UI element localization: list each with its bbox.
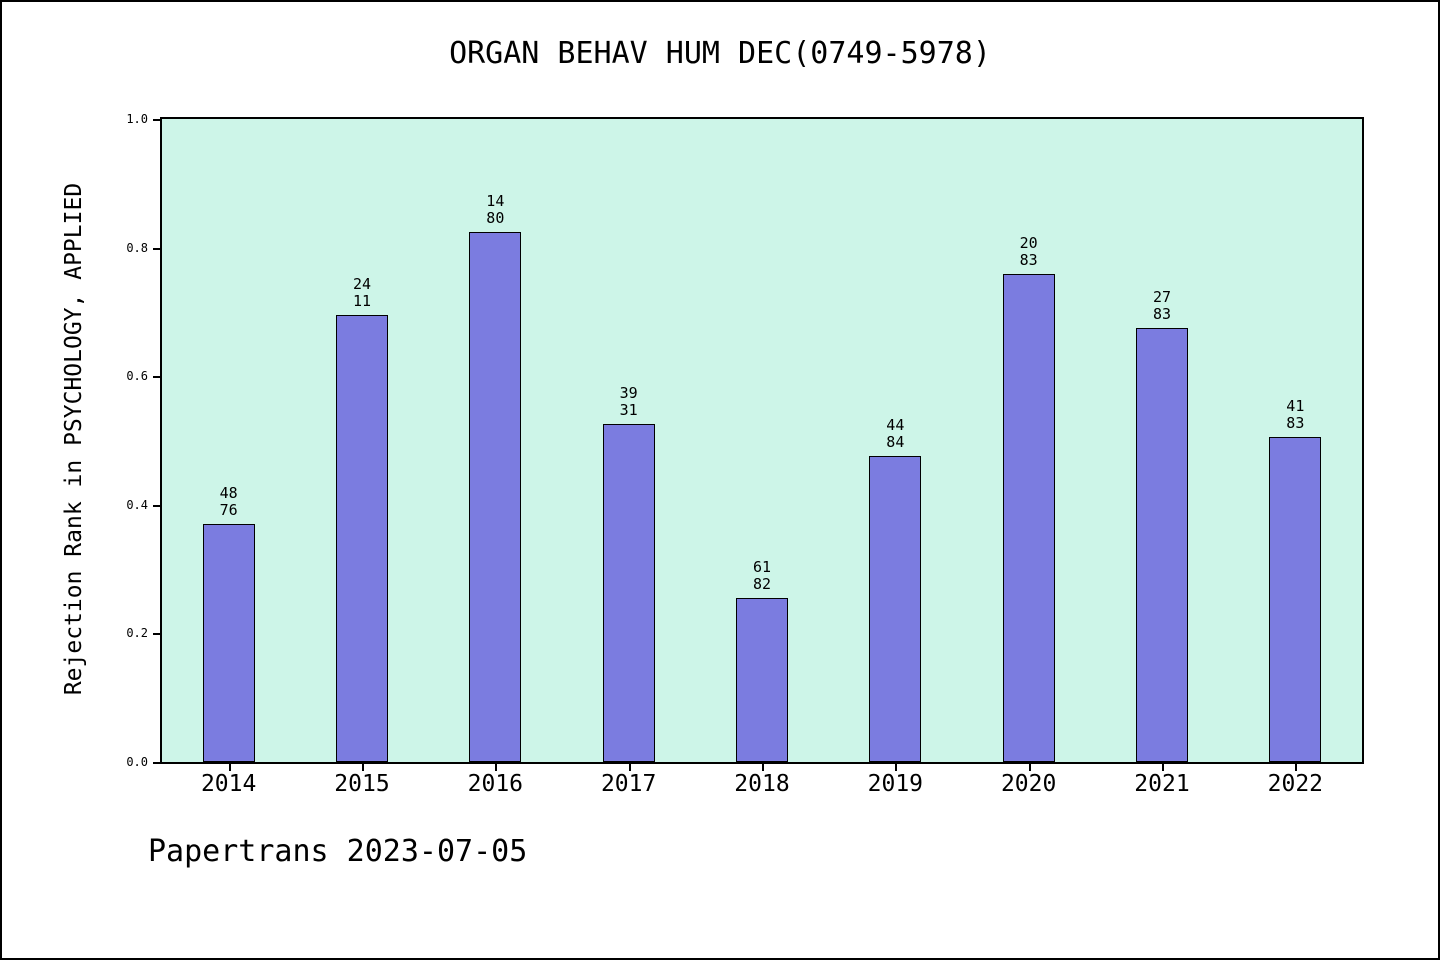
y-tick [153,633,162,636]
bar-value-label: 44 84 [886,416,905,451]
x-tick-label: 2014 [200,771,257,797]
x-tick-label: 2017 [600,771,657,797]
x-tick [362,762,364,771]
x-tick-label: 2019 [867,771,924,797]
y-axis-label-wrap: Rejection Rank in PSYCHOLOGY, APPLIED [50,117,98,760]
x-tick [628,762,631,771]
bar [736,598,788,762]
x-tick-label: 2015 [334,771,390,797]
y-tick-label: 0.6 [126,369,148,384]
bar [469,232,522,762]
y-tick-label: 0.2 [126,626,148,641]
bar [602,424,655,762]
bar-value-label: 20 83 [1019,234,1038,269]
x-tick [228,762,231,771]
x-tick-label: 2020 [1000,771,1057,797]
y-tick [153,376,162,379]
plot-area: 48 76 2014 24 11 2015 14 80 2016 39 31 2017 61 82 2018… [126,112,1364,797]
bar [336,315,388,762]
x-tick [1028,762,1031,771]
y-tick [153,247,162,250]
bar [202,524,255,762]
x-tick [1295,762,1298,771]
bar-value-label: 27 83 [1152,288,1172,323]
bar-value-label: 41 83 [1286,397,1305,432]
y-tick-label: 0.4 [126,497,148,512]
bar-value-label: 24 11 [352,275,372,310]
bar-value-label: 61 82 [752,558,772,593]
y-tick-label: 0.8 [126,240,148,255]
bar [1136,328,1188,762]
bar [869,456,922,762]
x-tick [895,762,898,771]
bar-value-label: 14 80 [486,192,505,227]
bar [1269,437,1322,762]
x-tick [762,762,764,771]
y-tick [153,504,162,507]
bar-value-label: 39 31 [619,384,638,419]
chart-title: ORGAN BEHAV HUM DEC(0749-5978) [449,36,991,71]
x-tick-label: 2018 [734,771,790,797]
y-tick [153,119,162,121]
x-tick [495,762,498,771]
bar [1002,274,1055,762]
x-tick-label: 2016 [467,771,524,797]
bar-value-label: 48 76 [219,484,238,519]
x-tick-label: 2022 [1267,771,1324,797]
x-tick [1162,762,1164,771]
footer-text: Papertrans 2023-07-05 [148,834,528,869]
y-tick-label: 1.0 [126,112,148,126]
y-tick [153,762,162,764]
x-tick-label: 2021 [1134,771,1190,797]
y-axis-label: Rejection Rank in PSYCHOLOGY, APPLIED [61,182,88,695]
y-tick-label: 0.0 [126,755,148,769]
